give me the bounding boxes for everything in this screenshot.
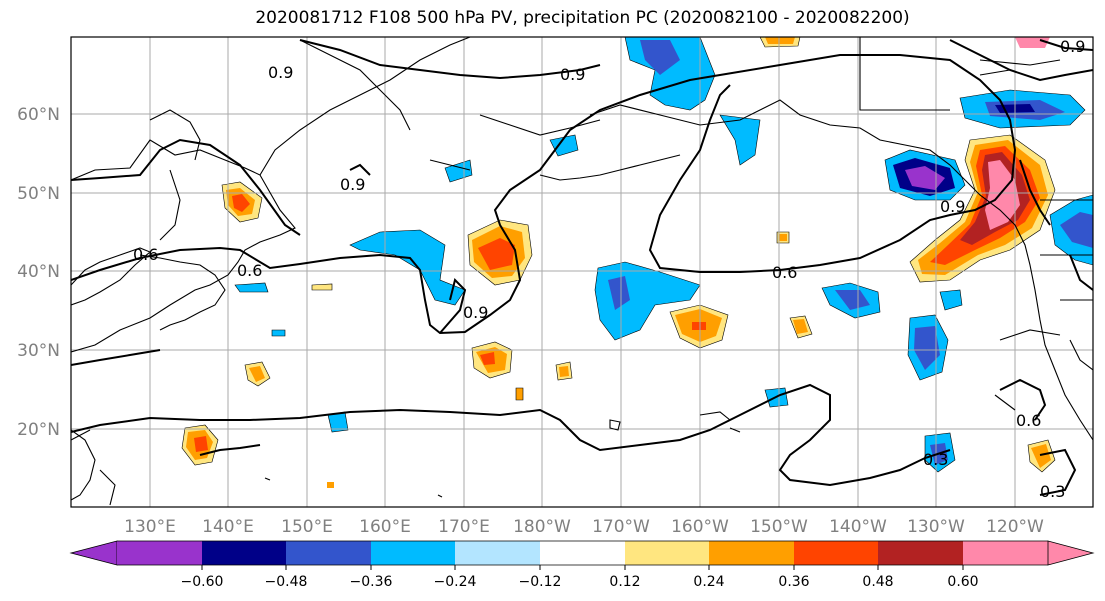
colorbar-tick-label: −0.24	[434, 574, 477, 590]
colorbar-tick-label: 0.48	[862, 574, 893, 590]
colorbar-segment	[963, 541, 1048, 565]
colorbar-segment	[709, 541, 794, 565]
contour-label: 0.6	[1016, 411, 1041, 430]
contour-label: 0.9	[340, 175, 365, 194]
lon-label: 130°W	[907, 517, 965, 537]
colorbar-extend-high	[1047, 540, 1095, 566]
colorbar-tick-label: −0.36	[350, 574, 393, 590]
lon-label: 160°E	[359, 517, 411, 537]
contour-label: 0.3	[1040, 482, 1065, 501]
colorbar-tick-label: 0.24	[693, 574, 724, 590]
lon-label: 140°E	[202, 517, 254, 537]
colorbar-segment	[371, 541, 455, 565]
lat-label: 60°N	[17, 105, 60, 125]
colorbar: −0.60 −0.48 −0.36 −0.24 −0.12 0.12 0.24 …	[69, 540, 1095, 590]
map-frame	[70, 36, 1094, 508]
colorbar-segment	[878, 541, 963, 565]
lon-label: 180°W	[513, 517, 571, 537]
colorbar-segment	[286, 541, 371, 565]
contour-label: 0.9	[1060, 37, 1085, 56]
lon-label: 150°E	[281, 517, 333, 537]
colorbar-tick-label: 0.36	[778, 574, 809, 590]
lon-label: 150°W	[750, 517, 808, 537]
lon-label: 130°E	[124, 517, 176, 537]
lat-label: 50°N	[17, 184, 60, 204]
colorbar-tick-label: −0.48	[265, 574, 308, 590]
colorbar-segment	[117, 541, 202, 565]
contour-label: 0.9	[463, 303, 488, 322]
contour-label: 0.6	[133, 245, 158, 264]
contour-label: 0.6	[772, 263, 797, 282]
colorbar-segment	[455, 541, 540, 565]
lon-label: 170°W	[592, 517, 650, 537]
colorbar-tick-label: 0.60	[947, 574, 978, 590]
longitude-labels: 130°E 140°E 150°E 160°E 170°E 180°W 170°…	[124, 517, 1044, 537]
lon-label: 140°W	[829, 517, 887, 537]
colorbar-segment	[794, 541, 878, 565]
contour-label: 0.3	[923, 450, 948, 469]
lon-label: 160°W	[671, 517, 729, 537]
lat-label: 30°N	[17, 341, 60, 361]
coastlines	[71, 37, 1093, 506]
lat-label: 20°N	[17, 420, 60, 440]
contour-labels: 0.9 0.9 0.9 0.6 0.9 0.6 0.6 0.9 0.9 0.3 …	[133, 37, 1085, 501]
lon-label: 120°W	[986, 517, 1044, 537]
contour-label: 0.9	[268, 63, 293, 82]
colorbar-extend-low	[69, 540, 118, 566]
colorbar-tick-label: −0.60	[181, 574, 224, 590]
map-title: 2020081712 F108 500 hPa PV, precipitatio…	[255, 8, 910, 28]
contour-label: 0.9	[560, 65, 585, 84]
contour-label: 0.9	[940, 197, 965, 216]
colorbar-tick-label: 0.12	[609, 574, 640, 590]
pv-contours	[71, 39, 1093, 496]
colorbar-segment	[202, 541, 286, 565]
colorbar-segment	[625, 541, 709, 565]
gridlines	[71, 37, 1093, 507]
lon-label: 170°E	[438, 517, 490, 537]
colorbar-ticks	[201, 565, 964, 570]
contour-label: 0.6	[237, 261, 262, 280]
colorbar-segment	[540, 541, 625, 565]
lat-label: 40°N	[17, 262, 60, 282]
colorbar-tick-label: −0.12	[519, 574, 562, 590]
latitude-labels: 60°N 50°N 40°N 30°N 20°N	[17, 105, 60, 440]
